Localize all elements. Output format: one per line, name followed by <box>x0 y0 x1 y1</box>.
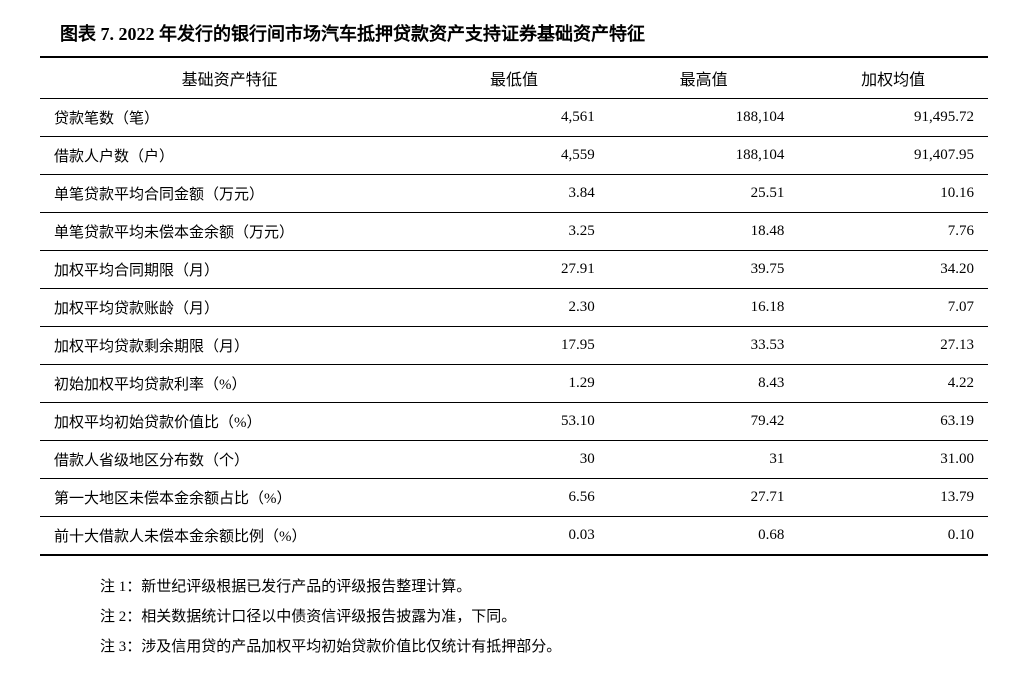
row-value: 16.18 <box>609 289 799 327</box>
col-header-min: 最低值 <box>419 57 609 99</box>
row-value: 27.71 <box>609 479 799 517</box>
table-row: 前十大借款人未偿本金余额比例（%）0.030.680.10 <box>40 517 988 556</box>
asset-feature-table: 基础资产特征 最低值 最高值 加权均值 贷款笔数（笔）4,561188,1049… <box>40 56 988 556</box>
table-row: 初始加权平均贷款利率（%）1.298.434.22 <box>40 365 988 403</box>
row-value: 53.10 <box>419 403 609 441</box>
row-value: 10.16 <box>798 175 988 213</box>
row-label: 加权平均贷款剩余期限（月） <box>40 327 419 365</box>
row-value: 31 <box>609 441 799 479</box>
row-label: 加权平均初始贷款价值比（%） <box>40 403 419 441</box>
row-value: 188,104 <box>609 137 799 175</box>
row-value: 27.91 <box>419 251 609 289</box>
row-value: 188,104 <box>609 99 799 137</box>
note-line: 注 2：相关数据统计口径以中债资信评级报告披露为准，下同。 <box>100 602 988 632</box>
table-row: 借款人省级地区分布数（个）303131.00 <box>40 441 988 479</box>
row-value: 63.19 <box>798 403 988 441</box>
row-label: 单笔贷款平均合同金额（万元） <box>40 175 419 213</box>
row-value: 0.03 <box>419 517 609 556</box>
table-row: 第一大地区未偿本金余额占比（%）6.5627.7113.79 <box>40 479 988 517</box>
col-header-feature: 基础资产特征 <box>40 57 419 99</box>
row-value: 0.10 <box>798 517 988 556</box>
row-value: 6.56 <box>419 479 609 517</box>
note-line: 注 1：新世纪评级根据已发行产品的评级报告整理计算。 <box>100 572 988 602</box>
table-title: 图表 7. 2022 年发行的银行间市场汽车抵押贷款资产支持证券基础资产特征 <box>60 20 988 46</box>
table-header-row: 基础资产特征 最低值 最高值 加权均值 <box>40 57 988 99</box>
row-label: 借款人省级地区分布数（个） <box>40 441 419 479</box>
row-label: 前十大借款人未偿本金余额比例（%） <box>40 517 419 556</box>
row-value: 4,561 <box>419 99 609 137</box>
row-value: 13.79 <box>798 479 988 517</box>
row-value: 91,495.72 <box>798 99 988 137</box>
row-value: 31.00 <box>798 441 988 479</box>
row-value: 27.13 <box>798 327 988 365</box>
row-label: 贷款笔数（笔） <box>40 99 419 137</box>
col-header-weighted: 加权均值 <box>798 57 988 99</box>
row-value: 39.75 <box>609 251 799 289</box>
row-value: 7.76 <box>798 213 988 251</box>
note-line: 注 3：涉及信用贷的产品加权平均初始贷款价值比仅统计有抵押部分。 <box>100 632 988 662</box>
row-label: 第一大地区未偿本金余额占比（%） <box>40 479 419 517</box>
row-label: 初始加权平均贷款利率（%） <box>40 365 419 403</box>
row-value: 79.42 <box>609 403 799 441</box>
row-value: 18.48 <box>609 213 799 251</box>
row-label: 加权平均贷款账龄（月） <box>40 289 419 327</box>
row-value: 2.30 <box>419 289 609 327</box>
row-value: 30 <box>419 441 609 479</box>
col-header-max: 最高值 <box>609 57 799 99</box>
row-value: 91,407.95 <box>798 137 988 175</box>
row-value: 17.95 <box>419 327 609 365</box>
row-value: 3.25 <box>419 213 609 251</box>
table-row: 加权平均贷款账龄（月）2.3016.187.07 <box>40 289 988 327</box>
table-row: 加权平均合同期限（月）27.9139.7534.20 <box>40 251 988 289</box>
table-row: 贷款笔数（笔）4,561188,10491,495.72 <box>40 99 988 137</box>
table-row: 单笔贷款平均合同金额（万元）3.8425.5110.16 <box>40 175 988 213</box>
row-value: 34.20 <box>798 251 988 289</box>
table-row: 加权平均贷款剩余期限（月）17.9533.5327.13 <box>40 327 988 365</box>
table-row: 加权平均初始贷款价值比（%）53.1079.4263.19 <box>40 403 988 441</box>
row-value: 1.29 <box>419 365 609 403</box>
row-value: 0.68 <box>609 517 799 556</box>
row-value: 25.51 <box>609 175 799 213</box>
row-value: 7.07 <box>798 289 988 327</box>
row-value: 4.22 <box>798 365 988 403</box>
row-label: 单笔贷款平均未偿本金余额（万元） <box>40 213 419 251</box>
table-row: 单笔贷款平均未偿本金余额（万元）3.2518.487.76 <box>40 213 988 251</box>
row-value: 33.53 <box>609 327 799 365</box>
table-notes: 注 1：新世纪评级根据已发行产品的评级报告整理计算。注 2：相关数据统计口径以中… <box>100 572 988 662</box>
row-value: 8.43 <box>609 365 799 403</box>
row-value: 3.84 <box>419 175 609 213</box>
table-row: 借款人户数（户）4,559188,10491,407.95 <box>40 137 988 175</box>
row-value: 4,559 <box>419 137 609 175</box>
table-body: 贷款笔数（笔）4,561188,10491,495.72借款人户数（户）4,55… <box>40 99 988 556</box>
row-label: 借款人户数（户） <box>40 137 419 175</box>
row-label: 加权平均合同期限（月） <box>40 251 419 289</box>
